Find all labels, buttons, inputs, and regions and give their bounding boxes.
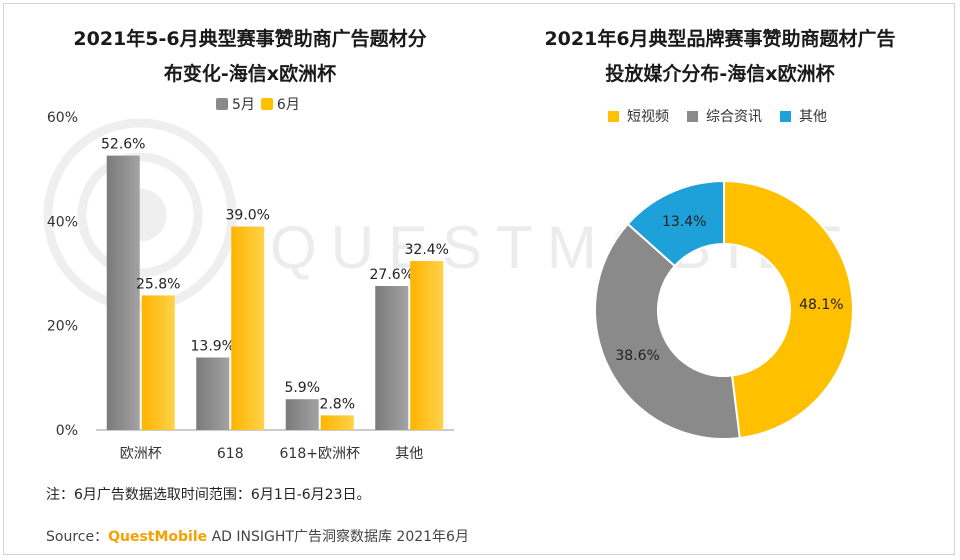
bar-may <box>106 155 140 430</box>
legend-swatch-news <box>687 110 698 122</box>
bar-data-label: 39.0% <box>226 208 270 224</box>
legend-item-june: 6月 <box>260 94 300 114</box>
legend-item-news: 综合资讯 <box>687 106 762 126</box>
legend-item-other: 其他 <box>780 106 827 126</box>
legend-item-short-video: 短视频 <box>608 106 669 126</box>
legend-label-short-video: 短视频 <box>627 109 669 125</box>
bar-chart-legend: 5月 6月 <box>216 94 306 114</box>
y-tick-label: 0% <box>56 423 78 439</box>
legend-swatch-short-video <box>608 110 619 122</box>
bar-chart: 0% 20% 40% 60% 52.6% 25.8% 欧洲杯 13.9% 39.0% 618 5.9… <box>47 110 454 462</box>
bar-chart-title-line2: 布变化-海信x欧洲杯 <box>163 63 337 85</box>
bar-data-label: 25.8% <box>136 276 180 292</box>
source-brand: QuestMobile <box>108 529 208 545</box>
legend-label-june: 6月 <box>276 97 300 113</box>
legend-swatch-june <box>260 98 273 110</box>
legend-label-news: 综合资讯 <box>706 109 762 125</box>
x-tick-label: 其他 <box>395 446 423 462</box>
legend-swatch-other <box>780 110 791 122</box>
bar-june <box>231 226 265 430</box>
x-tick-label: 618 <box>217 446 244 462</box>
slice-other <box>626 179 725 268</box>
y-tick-label: 60% <box>47 110 78 126</box>
legend-swatch-may <box>216 98 228 110</box>
bar-data-label: 2.8% <box>319 396 355 412</box>
x-tick-label: 欧洲杯 <box>120 446 162 462</box>
chart-frame <box>3 3 955 555</box>
bar-may <box>375 286 409 430</box>
slice-data-label: 48.1% <box>799 297 843 313</box>
legend-item-may: 5月 <box>216 94 255 114</box>
donut-chart-title: 2021年6月典型品牌赛事赞助商题材广告 投放媒介分布-海信x欧洲杯 <box>500 22 940 92</box>
y-tick-label: 40% <box>47 214 78 230</box>
bar-june <box>410 260 444 430</box>
bar-data-label: 13.9% <box>191 338 235 354</box>
source-prefix: Source： <box>46 529 109 545</box>
source-rest: AD INSIGHT广告洞察数据库 2021年6月 <box>207 529 469 545</box>
bar-chart-title: 2021年5-6月典型赛事赞助商广告题材分 布变化-海信x欧洲杯 <box>40 22 460 92</box>
slice-data-label: 13.4% <box>662 214 706 230</box>
bar-may <box>196 357 230 430</box>
source-line: Source：QuestMobile AD INSIGHT广告洞察数据库 202… <box>46 526 469 546</box>
bar-chart-title-line1: 2021年5-6月典型赛事赞助商广告题材分 <box>73 28 427 50</box>
donut-chart: 48.1% 38.6% 13.4% <box>594 179 854 440</box>
donut-chart-legend: 短视频 综合资讯 其他 <box>608 106 833 126</box>
legend-label-other: 其他 <box>799 109 827 125</box>
bar-data-label: 27.6% <box>370 267 414 283</box>
bar-june <box>320 415 354 430</box>
bar-data-label: 32.4% <box>405 242 449 258</box>
slice-short-video <box>723 179 854 440</box>
x-tick-label: 618+欧洲杯 <box>280 446 360 462</box>
bar-june <box>141 295 175 430</box>
slice-data-label: 38.6% <box>615 348 659 364</box>
legend-label-may: 5月 <box>232 97 255 113</box>
y-tick-label: 20% <box>47 319 78 335</box>
bar-may <box>285 399 319 430</box>
slice-news <box>594 222 741 440</box>
donut-chart-title-line2: 投放媒介分布-海信x欧洲杯 <box>605 63 835 85</box>
donut-chart-title-line1: 2021年6月典型品牌赛事赞助商题材广告 <box>544 28 896 50</box>
bar-data-label: 5.9% <box>284 380 320 396</box>
footnote: 注：6月广告数据选取时间范围：6月1日-6月23日。 <box>46 487 371 503</box>
bar-data-label: 52.6% <box>101 137 145 153</box>
